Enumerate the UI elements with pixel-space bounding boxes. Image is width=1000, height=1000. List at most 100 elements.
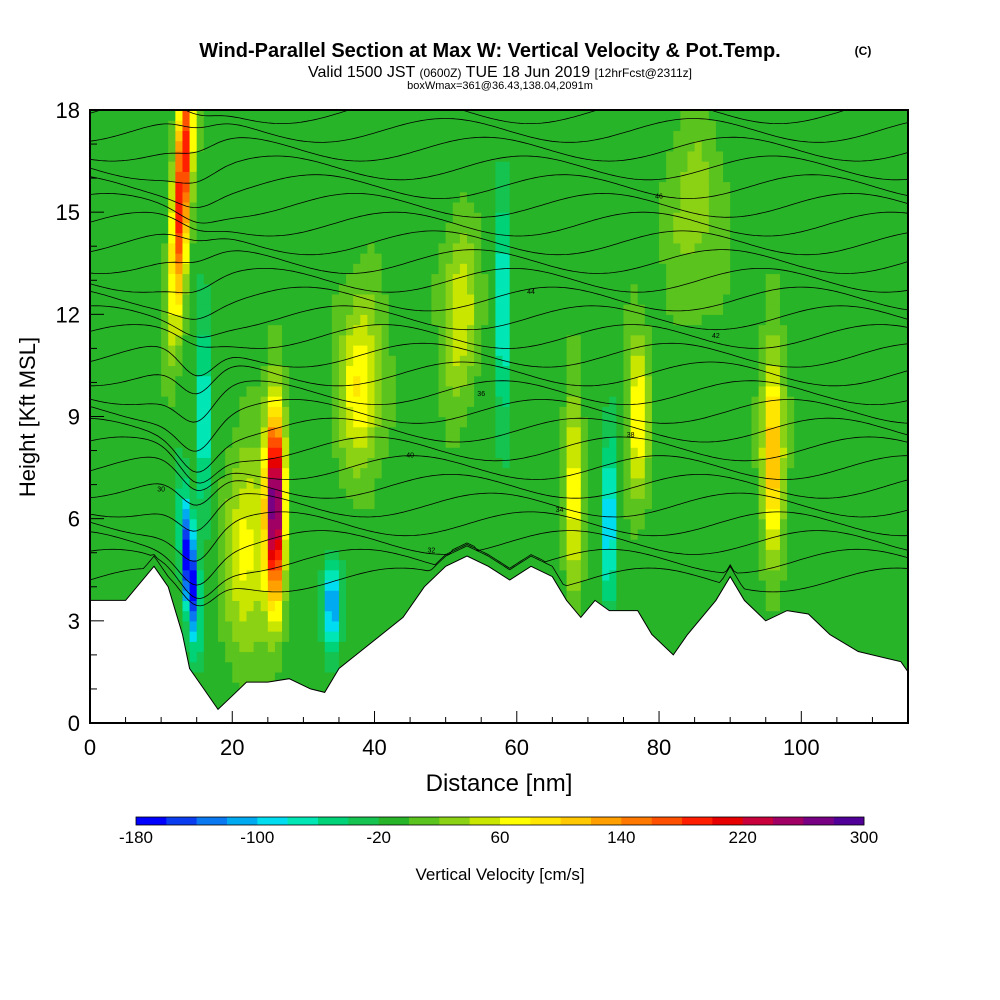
velocity-cell	[651, 355, 660, 367]
velocity-cell	[274, 508, 283, 520]
velocity-cell	[132, 559, 141, 571]
velocity-cell	[267, 171, 276, 183]
velocity-cell	[182, 191, 191, 203]
velocity-cell	[609, 140, 617, 152]
velocity-cell	[317, 447, 326, 458]
velocity-cell	[210, 661, 219, 673]
velocity-cell	[338, 161, 347, 172]
velocity-cell	[381, 508, 390, 520]
velocity-cell	[246, 610, 255, 622]
velocity-cell	[161, 120, 169, 132]
velocity-cell	[438, 222, 447, 234]
velocity-cell	[331, 559, 340, 571]
velocity-cell	[623, 355, 632, 367]
velocity-cell	[246, 171, 255, 183]
velocity-cell	[488, 181, 497, 193]
velocity-cell	[573, 508, 582, 520]
velocity-cell	[651, 191, 660, 203]
velocity-cell	[367, 150, 376, 162]
velocity-cell	[296, 385, 304, 397]
velocity-cell	[367, 110, 376, 121]
velocity-cell	[274, 222, 283, 234]
velocity-cell	[225, 212, 233, 223]
velocity-cell	[552, 150, 561, 162]
velocity-cell	[644, 314, 653, 326]
velocity-cell	[452, 406, 461, 418]
velocity-cell	[196, 273, 205, 285]
velocity-cell	[424, 201, 433, 213]
velocity-cell	[161, 447, 169, 458]
velocity-cell	[374, 590, 383, 601]
velocity-cell	[538, 365, 546, 377]
velocity-cell	[580, 365, 589, 377]
velocity-cell	[303, 273, 312, 285]
velocity-cell	[253, 253, 262, 264]
velocity-cell	[573, 314, 582, 326]
velocity-cell	[196, 171, 205, 183]
velocity-cell	[182, 201, 191, 213]
velocity-cell	[438, 314, 447, 326]
velocity-cell	[630, 293, 639, 305]
velocity-cell	[296, 610, 304, 622]
velocity-cell	[324, 334, 333, 346]
velocity-cell	[630, 457, 639, 469]
velocity-cell	[609, 273, 617, 285]
velocity-cell	[445, 253, 454, 264]
velocity-cell	[360, 559, 369, 571]
velocity-cell	[495, 518, 504, 530]
velocity-cell	[410, 559, 418, 571]
velocity-cell	[538, 304, 546, 315]
velocity-cell	[523, 549, 532, 561]
velocity-cell	[531, 191, 539, 203]
velocity-cell	[267, 477, 276, 489]
velocity-cell	[338, 140, 347, 152]
velocity-cell	[466, 150, 475, 162]
velocity-cell	[538, 467, 546, 479]
velocity-cell	[90, 212, 98, 223]
velocity-cell	[97, 579, 105, 591]
velocity-cell	[246, 263, 255, 275]
velocity-cell	[495, 396, 504, 407]
velocity-cell	[587, 447, 596, 458]
velocity-cell	[111, 539, 120, 550]
velocity-cell	[367, 457, 376, 469]
velocity-cell	[346, 406, 354, 418]
velocity-cell	[538, 140, 546, 152]
velocity-cell	[531, 559, 539, 571]
velocity-cell	[509, 559, 518, 571]
velocity-cell	[338, 385, 347, 397]
velocity-cell	[289, 436, 297, 448]
velocity-cell	[360, 590, 369, 601]
velocity-cell	[673, 242, 681, 254]
velocity-cell	[666, 559, 674, 571]
velocity-cell	[232, 283, 240, 295]
velocity-cell	[616, 590, 625, 601]
velocity-cell	[573, 161, 582, 172]
velocity-cell	[531, 467, 539, 479]
velocity-cell	[317, 518, 326, 530]
velocity-cell	[644, 467, 653, 479]
velocity-cell	[381, 436, 390, 448]
velocity-cell	[274, 273, 283, 285]
velocity-cell	[324, 140, 333, 152]
velocity-cell	[595, 171, 603, 183]
velocity-cell	[146, 140, 155, 152]
velocity-cell	[459, 130, 468, 142]
velocity-cell	[367, 273, 376, 285]
velocity-cell	[623, 314, 632, 326]
velocity-cell	[602, 171, 610, 183]
velocity-cell	[317, 212, 326, 223]
velocity-cell	[367, 549, 376, 561]
velocity-cell	[118, 477, 127, 489]
velocity-cell	[367, 161, 376, 172]
velocity-cell	[424, 130, 433, 142]
velocity-cell	[104, 334, 112, 346]
velocity-cell	[353, 457, 361, 469]
velocity-cell	[90, 222, 98, 234]
velocity-cell	[559, 355, 568, 367]
velocity-cell	[90, 569, 98, 581]
velocity-cell	[218, 181, 226, 193]
velocity-cell	[410, 150, 418, 162]
velocity-cell	[609, 590, 617, 601]
velocity-cell	[531, 130, 539, 142]
